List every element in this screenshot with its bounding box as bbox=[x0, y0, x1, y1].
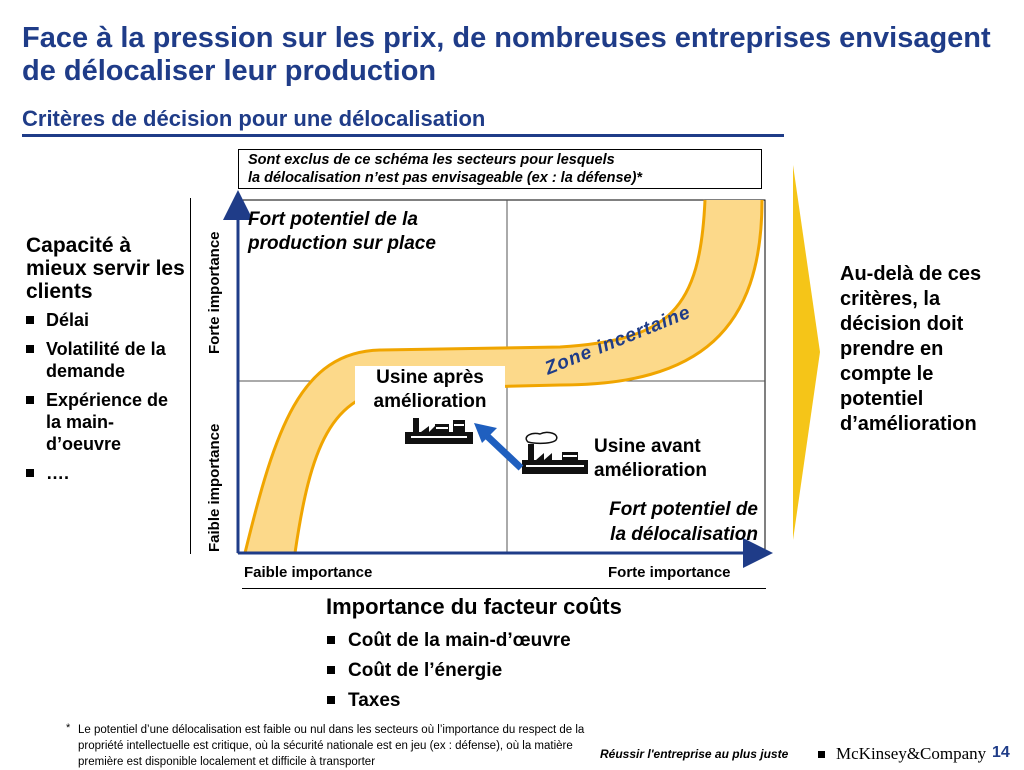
customer-service-panel: Capacité à mieux servir les clients Déla… bbox=[26, 234, 186, 491]
quadrant-local-production-line-2: production sur place bbox=[248, 233, 436, 254]
cost-factor-item: Taxes bbox=[326, 686, 571, 716]
factory-before-icon bbox=[522, 431, 588, 474]
footer-separator bbox=[818, 751, 825, 758]
customer-service-item: Délai bbox=[26, 309, 186, 331]
customer-service-item: Volatilité de la demande bbox=[26, 338, 186, 382]
brand-logo: McKinsey&Company bbox=[836, 744, 987, 763]
customer-service-title: Capacité à mieux servir les clients bbox=[26, 234, 185, 303]
cost-factor-item: Coût de la main-d’œuvre bbox=[326, 626, 571, 656]
cost-factor-list: Coût de la main-d’œuvre Coût de l’énergi… bbox=[326, 626, 571, 716]
exclusion-note-box: Sont exclus de ce schéma les secteurs po… bbox=[238, 149, 762, 189]
subtitle-underline bbox=[22, 134, 784, 137]
customer-service-item: Expérience de la main-d’oeuvre bbox=[26, 389, 186, 455]
footnote-text: Le potentiel d’une délocalisation est fa… bbox=[78, 724, 585, 768]
customer-service-item: …. bbox=[26, 462, 186, 484]
x-axis-high-label: Forte importance bbox=[608, 564, 731, 581]
slide-title: Face à la pression sur les prix, de nomb… bbox=[22, 22, 991, 87]
improvement-potential-text: Au-delà de ces critères, la décision doi… bbox=[840, 263, 982, 435]
footnote-marker: * bbox=[66, 722, 71, 734]
left-panel-rule bbox=[190, 198, 191, 554]
factory-before-label-line-1: Usine avant bbox=[594, 436, 701, 457]
quadrant-local-production: Fort potentiel de la production sur plac… bbox=[248, 208, 436, 256]
slide-subtitle: Critères de décision pour une délocalisa… bbox=[22, 106, 486, 131]
x-axis-low-label: Faible importance bbox=[244, 564, 373, 581]
exclusion-note-line-2: la délocalisation n’est pas envisageable… bbox=[248, 170, 643, 186]
factory-after-label: Usine après amélioration bbox=[355, 366, 505, 414]
exclusion-note-line-1: Sont exclus de ce schéma les secteurs po… bbox=[248, 152, 615, 168]
factory-after-label-line-1: Usine après bbox=[376, 367, 484, 388]
uncertainty-band-lower-edge bbox=[293, 199, 764, 554]
improvement-arrow-shaft bbox=[483, 432, 524, 471]
potential-improvement-arrow bbox=[793, 165, 820, 540]
cost-factor-item: Coût de l’énergie bbox=[326, 656, 571, 686]
quadrant-offshoring-line-2: la délocalisation bbox=[610, 524, 758, 545]
footer-tagline: Réussir l'entreprise au plus juste bbox=[600, 747, 789, 761]
customer-service-list: Délai Volatilité de la demande Expérienc… bbox=[26, 309, 186, 484]
quadrant-offshoring-line-1: Fort potentiel de bbox=[609, 499, 758, 520]
uncertainty-band-upper-edge bbox=[243, 199, 707, 554]
quadrant-local-production-line-1: Fort potentiel de la bbox=[248, 209, 418, 230]
cost-factor-title: Importance du facteur coûts bbox=[326, 594, 622, 619]
improvement-arrow-head bbox=[474, 423, 497, 443]
factory-before-label-line-2: amélioration bbox=[594, 460, 707, 481]
x-axis-label-rule bbox=[242, 588, 766, 589]
quadrant-offshoring: Fort potentiel de la délocalisation bbox=[560, 497, 758, 547]
factory-after-icon bbox=[405, 418, 473, 444]
factory-after-label-line-2: amélioration bbox=[373, 391, 487, 412]
factory-before-label: Usine avant amélioration bbox=[594, 435, 707, 483]
page-number: 14 bbox=[992, 744, 1010, 761]
